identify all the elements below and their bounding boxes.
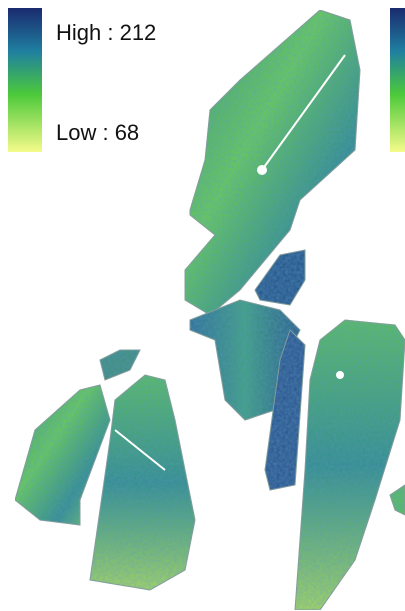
map: High : 212 Low : 68 [0, 0, 405, 611]
field [15, 385, 110, 525]
legend-ramp [8, 8, 42, 152]
legend-ramp-partial [390, 8, 405, 152]
field-hole [336, 371, 344, 379]
field [295, 320, 405, 610]
field [100, 350, 140, 380]
legend-high: High : 212 [56, 20, 156, 45]
legend-low: Low : 68 [56, 120, 139, 145]
field [390, 485, 405, 515]
fields [15, 10, 405, 610]
field-hole [257, 165, 267, 175]
